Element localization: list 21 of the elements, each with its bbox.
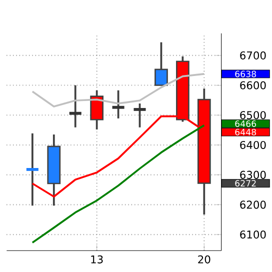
y-tick-label: 6300 [240, 170, 266, 179]
candlestick [68, 84, 83, 128]
candlestick [90, 89, 104, 130]
candlestick [132, 102, 148, 128]
line-series [31, 72, 206, 108]
text: 6638 [235, 70, 256, 78]
x-tick-label: 20 [198, 255, 210, 264]
y-tick-label: 6600 [240, 81, 266, 90]
candlestick [24, 132, 40, 207]
y-tick-label: 6400 [240, 140, 266, 150]
text: 6466 [235, 120, 256, 127]
y-tick-label: 6700 [240, 51, 266, 60]
x-tick-label: 13 [91, 255, 103, 264]
candlestick [154, 41, 168, 86]
candlestick [110, 89, 126, 120]
y-tick-label: 6200 [240, 200, 266, 209]
text: 6448 [235, 128, 256, 136]
y-tick-label: 6100 [240, 230, 266, 239]
y-tick-label: 6500 [240, 111, 266, 120]
text: 6272 [235, 180, 256, 187]
line-series [31, 124, 206, 244]
